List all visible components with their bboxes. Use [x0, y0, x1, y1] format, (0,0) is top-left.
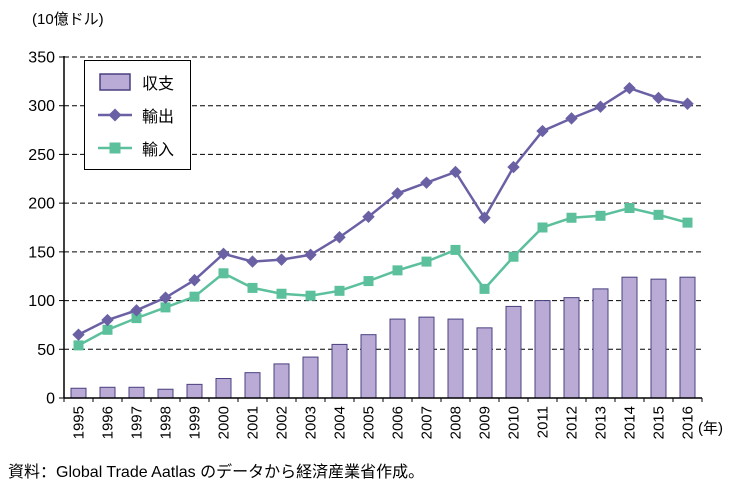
y-axis-labels: 0 50 100 150 200 250 300 350 [28, 50, 64, 408]
export-line-series [72, 81, 694, 341]
legend: 収支 輸出 輸入 [84, 60, 192, 170]
svg-text:2015: 2015 [651, 406, 668, 439]
svg-text:2000: 2000 [216, 406, 233, 439]
svg-text:250: 250 [28, 147, 55, 164]
legend-item-import: 輸入 [97, 136, 174, 160]
balance-bars [70, 276, 696, 399]
svg-text:2009: 2009 [477, 406, 494, 439]
svg-text:2011: 2011 [535, 406, 552, 438]
legend-label-export: 輸出 [142, 109, 175, 126]
balance-bar-swatch-icon [99, 73, 131, 91]
svg-text:2004: 2004 [332, 406, 349, 439]
svg-text:2013: 2013 [593, 406, 610, 439]
svg-text:2003: 2003 [303, 406, 320, 439]
import-line-series [73, 203, 693, 351]
export-line-swatch-icon [98, 108, 132, 122]
svg-text:1999: 1999 [187, 406, 204, 439]
source-note: 資料：Global Trade Aatlas のデータから経済産業省作成。 [8, 464, 425, 481]
svg-text:2005: 2005 [361, 406, 378, 439]
x-axis-ticks [63, 398, 703, 402]
svg-text:100: 100 [28, 293, 55, 310]
import-line-swatch-icon [98, 142, 132, 154]
svg-text:50: 50 [37, 342, 55, 359]
svg-text:2016: 2016 [680, 406, 697, 439]
svg-text:2002: 2002 [274, 406, 291, 439]
svg-text:1996: 1996 [100, 406, 117, 439]
svg-text:350: 350 [28, 50, 55, 67]
svg-text:150: 150 [28, 244, 55, 261]
svg-text:300: 300 [28, 98, 55, 115]
svg-text:2001: 2001 [245, 406, 262, 439]
x-axis-unit-label: (年) [698, 420, 723, 437]
svg-text:1997: 1997 [129, 406, 146, 439]
svg-text:2014: 2014 [622, 406, 639, 439]
legend-label-import: 輸入 [142, 142, 175, 159]
svg-text:2010: 2010 [506, 406, 523, 439]
svg-text:2008: 2008 [448, 406, 465, 439]
legend-label-balance: 収支 [142, 76, 175, 93]
legend-item-balance: 収支 [97, 70, 174, 94]
svg-text:2012: 2012 [564, 406, 581, 439]
svg-text:1995: 1995 [71, 406, 88, 439]
svg-text:0: 0 [46, 391, 55, 408]
x-axis-labels: 1995 1996 1997 1998 1999 2000 2001 2002 2003 2004… [71, 406, 697, 439]
svg-text:1998: 1998 [158, 406, 175, 439]
legend-item-export: 輸出 [97, 103, 174, 127]
svg-text:200: 200 [28, 196, 55, 213]
y-axis-unit-label: (10億ドル) [32, 11, 104, 28]
svg-text:2006: 2006 [390, 406, 407, 439]
svg-text:2007: 2007 [419, 406, 436, 439]
